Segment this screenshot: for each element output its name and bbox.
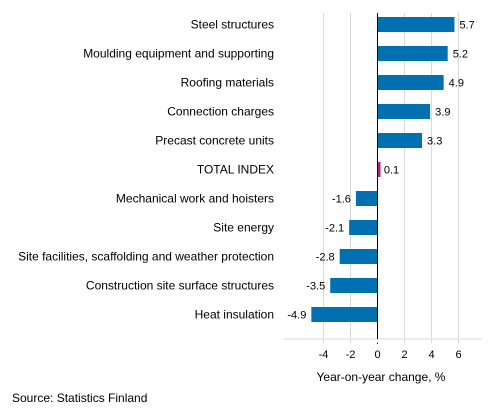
category-label: Connection charges xyxy=(167,105,274,119)
category-label: Construction site surface structures xyxy=(86,279,274,293)
category-label: Moulding equipment and supporting xyxy=(83,47,274,61)
tick-label: 6 xyxy=(455,349,461,361)
value-label: -2.1 xyxy=(325,223,344,235)
x-ticks: -4 -2 0 2 4 6 xyxy=(319,339,462,361)
value-label: 3.3 xyxy=(427,136,442,148)
tick-label: -2 xyxy=(346,349,356,361)
bars xyxy=(311,17,455,322)
category-label: TOTAL INDEX xyxy=(197,163,274,177)
value-label: -1.6 xyxy=(332,194,351,206)
category-label: Site facilities, scaffolding and weather… xyxy=(18,250,274,264)
category-label: Mechanical work and hoisters xyxy=(116,192,274,206)
category-label: Steel structures xyxy=(191,18,274,32)
value-label: -3.5 xyxy=(306,281,325,293)
bar xyxy=(377,17,455,32)
x-axis-title: Year-on-year change, % xyxy=(317,370,446,384)
bar xyxy=(377,162,381,177)
category-label: Precast concrete units xyxy=(155,134,274,148)
tick-label: 0 xyxy=(374,349,380,361)
value-label: -4.9 xyxy=(287,310,306,322)
category-label: Site energy xyxy=(213,221,274,235)
source-note: Source: Statistics Finland xyxy=(12,391,148,405)
value-labels: 5.7 5.2 4.9 3.9 3.3 0.1 -1.6 -2.1 -2.8 -3.5 -4.9 xyxy=(287,20,474,322)
gridlines xyxy=(284,13,482,340)
value-label: 5.2 xyxy=(453,49,468,61)
bar xyxy=(330,278,378,293)
value-label: 4.9 xyxy=(449,78,464,90)
bar xyxy=(349,220,378,235)
category-label: Heat insulation xyxy=(195,308,274,322)
bar xyxy=(377,46,448,61)
value-label: 3.9 xyxy=(435,107,450,119)
value-label: 0.1 xyxy=(384,165,399,177)
tick-label: 4 xyxy=(428,349,434,361)
bar xyxy=(339,249,378,264)
bar xyxy=(377,133,423,148)
value-label: -2.8 xyxy=(316,252,335,264)
bar xyxy=(355,191,378,206)
category-labels: Steel structures Moulding equipment and s… xyxy=(18,18,274,322)
tick-label: -4 xyxy=(319,349,329,361)
category-label: Roofing materials xyxy=(181,76,274,90)
bar xyxy=(377,75,444,90)
tick-label: 2 xyxy=(401,349,407,361)
bar xyxy=(311,307,378,322)
bar xyxy=(377,104,431,119)
value-label: 5.7 xyxy=(459,20,474,32)
